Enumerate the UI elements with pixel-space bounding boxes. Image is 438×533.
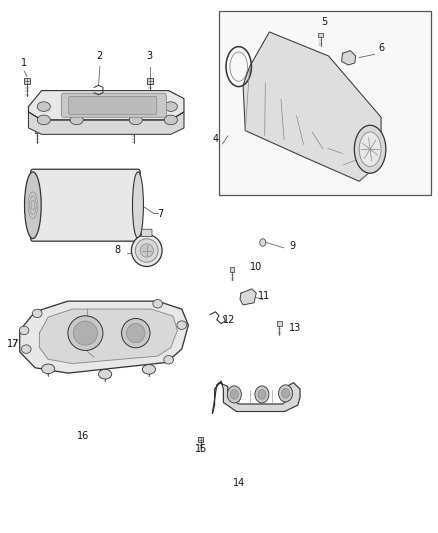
Text: 13: 13	[289, 323, 301, 333]
Ellipse shape	[37, 115, 50, 125]
Text: 14: 14	[233, 478, 245, 488]
Polygon shape	[28, 112, 184, 134]
Bar	[230, 267, 234, 272]
Ellipse shape	[135, 239, 158, 262]
Circle shape	[227, 386, 241, 403]
Text: 3: 3	[147, 51, 153, 61]
Ellipse shape	[19, 326, 29, 335]
Ellipse shape	[131, 235, 162, 266]
Bar	[85, 90, 90, 96]
Bar	[31, 198, 35, 202]
Ellipse shape	[68, 316, 103, 351]
Polygon shape	[342, 51, 356, 65]
Ellipse shape	[70, 115, 83, 125]
Bar	[168, 94, 173, 100]
Bar	[131, 127, 136, 133]
Text: 1: 1	[21, 58, 27, 68]
FancyBboxPatch shape	[61, 93, 166, 117]
Ellipse shape	[177, 321, 187, 329]
Ellipse shape	[25, 172, 41, 239]
Ellipse shape	[164, 102, 177, 111]
Circle shape	[258, 390, 266, 399]
Bar	[135, 90, 141, 96]
Bar	[147, 77, 153, 84]
Ellipse shape	[21, 345, 31, 353]
Bar	[104, 372, 106, 375]
Text: 4: 4	[213, 134, 219, 144]
Text: 6: 6	[378, 43, 384, 53]
Ellipse shape	[32, 309, 42, 318]
Ellipse shape	[153, 300, 162, 308]
Polygon shape	[240, 289, 256, 305]
Ellipse shape	[99, 369, 112, 379]
Bar	[47, 367, 49, 370]
Polygon shape	[243, 32, 381, 181]
Polygon shape	[39, 309, 177, 364]
Ellipse shape	[354, 125, 386, 173]
FancyBboxPatch shape	[141, 229, 152, 237]
Bar	[219, 11, 431, 195]
Circle shape	[255, 386, 269, 403]
Ellipse shape	[132, 172, 143, 239]
FancyBboxPatch shape	[31, 169, 140, 241]
Ellipse shape	[37, 102, 50, 111]
Ellipse shape	[164, 356, 173, 364]
Ellipse shape	[129, 115, 142, 125]
Ellipse shape	[42, 364, 55, 374]
Circle shape	[279, 385, 293, 402]
Circle shape	[260, 239, 266, 246]
Bar	[277, 321, 282, 326]
Text: 2: 2	[97, 51, 103, 61]
Ellipse shape	[140, 244, 153, 257]
Text: 16: 16	[77, 431, 89, 441]
Text: 11: 11	[258, 291, 271, 301]
Ellipse shape	[142, 365, 155, 374]
FancyBboxPatch shape	[69, 96, 157, 115]
Circle shape	[230, 390, 238, 399]
Text: 12: 12	[223, 315, 236, 325]
Text: 17: 17	[7, 339, 19, 349]
Polygon shape	[28, 91, 184, 120]
Text: 5: 5	[321, 17, 327, 27]
Ellipse shape	[73, 321, 97, 345]
Bar	[198, 437, 203, 442]
Ellipse shape	[127, 324, 145, 343]
Ellipse shape	[121, 318, 150, 348]
Ellipse shape	[164, 115, 177, 125]
Bar	[41, 94, 46, 100]
Polygon shape	[212, 381, 300, 413]
Circle shape	[282, 389, 290, 398]
Bar	[35, 127, 40, 133]
Bar	[148, 367, 150, 370]
Text: 7: 7	[158, 208, 164, 219]
Text: 10: 10	[250, 262, 262, 272]
Text: 9: 9	[289, 240, 295, 251]
Text: 8: 8	[114, 245, 120, 255]
Ellipse shape	[359, 132, 381, 166]
Bar	[318, 33, 323, 37]
Bar	[24, 77, 30, 84]
Text: 15: 15	[195, 444, 208, 454]
Polygon shape	[20, 301, 188, 373]
